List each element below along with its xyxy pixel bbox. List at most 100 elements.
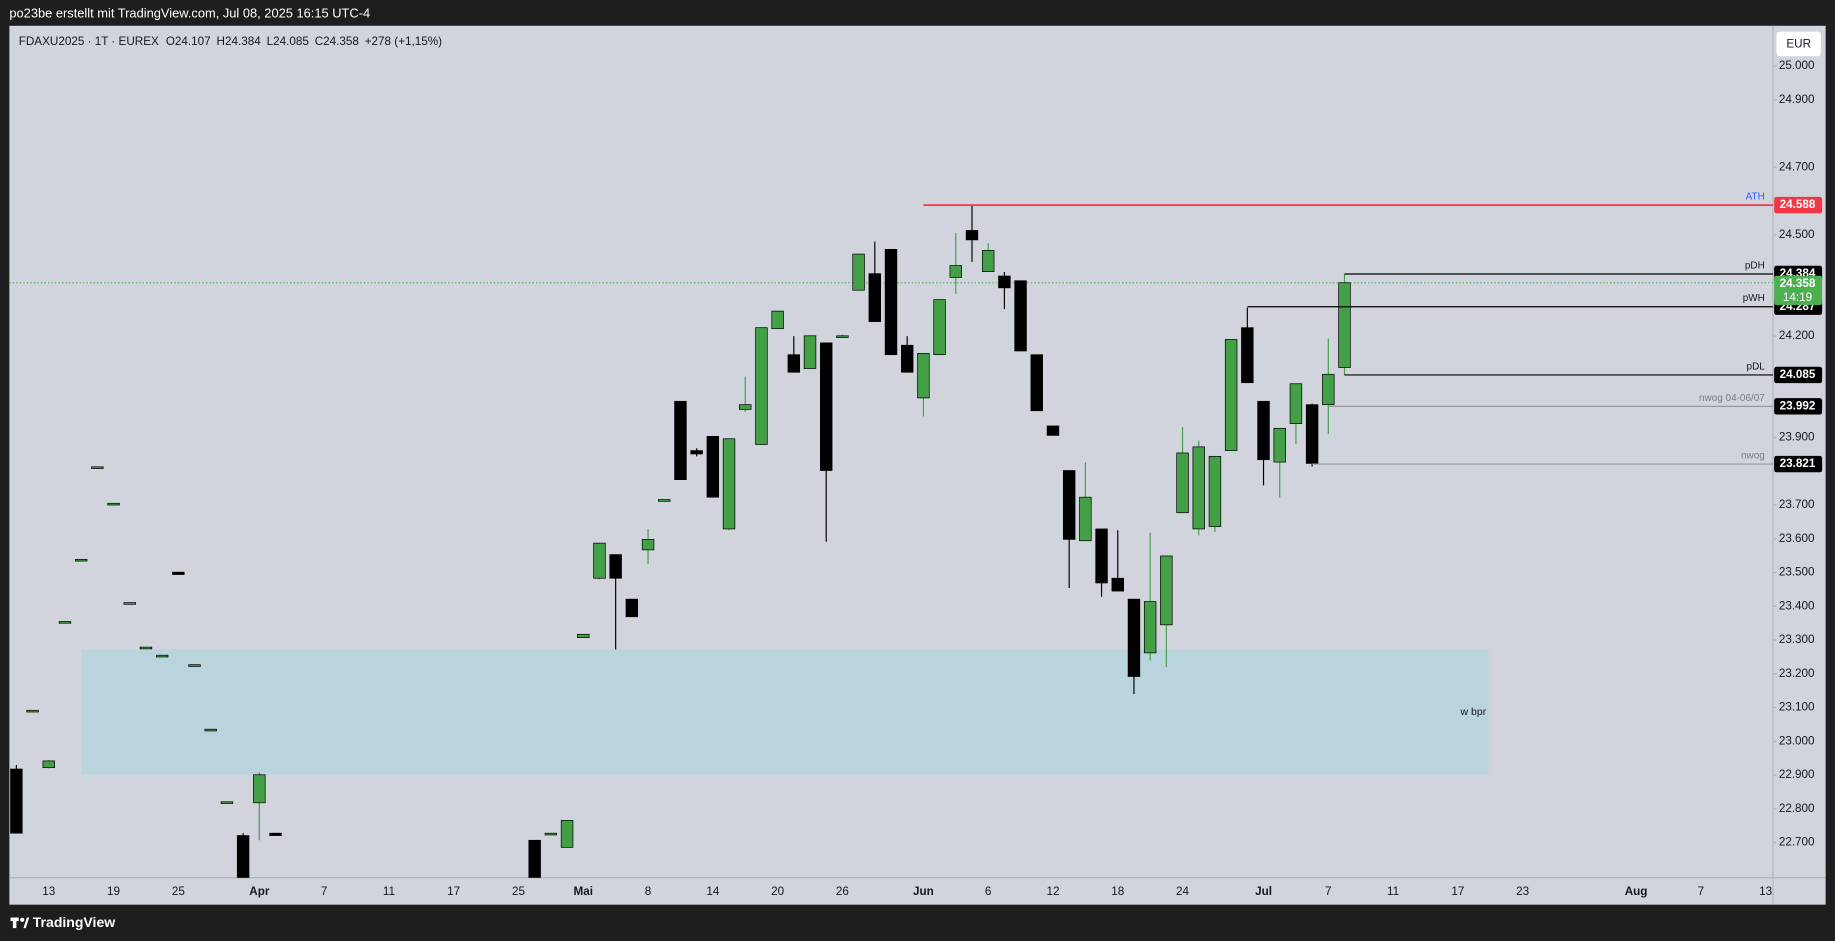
x-tick-label: 17 [1451,885,1464,898]
candle-body [868,273,882,322]
candle-body [91,466,104,469]
x-tick-label: Jun [913,885,934,898]
candle-body [172,571,185,575]
candle-body [641,539,655,551]
level-name: ATH [1746,192,1765,203]
x-tick-label: 17 [447,885,460,898]
candle-body [42,760,55,769]
candle-body [1111,577,1124,592]
candle-body [1046,425,1060,436]
candle-body [884,248,898,356]
candle-body [609,554,622,579]
candle-body [1257,400,1270,461]
x-tick-label: 25 [172,885,186,898]
level-name: pDL [1747,361,1766,372]
candle-body [1079,496,1092,542]
candle-body [917,352,930,399]
candle-body [787,354,801,373]
candle-body [1208,455,1222,527]
level-name: pDH [1745,260,1765,271]
header-title: po23be erstellt mit TradingView.com, Jul… [9,5,370,20]
level-tag-label: 24.588 [1780,198,1816,211]
x-tick-label: 7 [321,885,328,898]
y-tick-label: 23.100 [1779,701,1815,714]
x-tick-label: 19 [107,885,120,898]
candle-body [706,436,720,498]
x-tick-label: 18 [1111,885,1124,898]
candle-body [269,832,282,836]
candle-body [981,249,995,272]
x-tick-label: 6 [985,885,992,898]
currency-button[interactable] [1776,31,1821,57]
candle-body [1014,280,1027,352]
candle-body [1289,383,1303,424]
candle-body [577,633,590,639]
candle-body [722,438,736,530]
candle-body [674,400,687,480]
x-tick-label: Jul [1255,885,1272,898]
candle-body [1095,528,1108,584]
y-tick-label: 23.500 [1779,566,1815,579]
y-tick-label: 23.300 [1779,633,1815,646]
level-tag-label: 23.992 [1780,399,1816,412]
y-tick-label: 24.200 [1779,329,1815,342]
zone-label: w bpr [1460,706,1487,718]
last-price-tag [1774,275,1823,306]
overlay: 25.000 24.900 24.700 24.500 24.200 23.900 23.7… [42,59,1823,898]
candle-body [1305,404,1319,464]
x-tick-label: 24 [1176,885,1190,898]
y-tick-label: 24.700 [1779,160,1815,173]
x-tick-label: 14 [706,885,720,898]
candle-body [1273,427,1286,463]
candle-body [1030,354,1043,412]
y-tick-label: 23.900 [1779,431,1815,444]
candle-body [1322,373,1335,406]
candle-body [1192,446,1205,530]
quote-low: L24.085 [267,35,310,48]
candle-body [1062,470,1076,540]
candle-body [803,335,817,369]
y-tick-label: 22.900 [1779,768,1815,781]
candle-body [188,664,201,667]
y-tick-label: 23.700 [1779,498,1815,511]
candle-body [528,839,541,878]
quote-close: C24.358 [315,35,359,48]
candle-body [690,450,703,455]
candle-body [933,299,946,356]
candle-body [625,598,639,618]
candle-body [204,728,217,732]
candle-body [253,774,266,804]
candle-body [739,404,752,410]
x-tick-label: 13 [1759,885,1772,898]
candle-body [236,835,250,878]
y-tick-label: 23.200 [1779,667,1815,680]
level-name: nwog [1741,451,1765,462]
x-tick-label: Aug [1625,885,1648,898]
y-tick-label: 22.800 [1779,802,1815,815]
quote-high: H24.384 [217,35,262,48]
x-tick-label: 7 [1325,885,1332,898]
candle-body [139,646,153,650]
candle-body [107,502,120,506]
candle-body [593,542,606,579]
quote-change: +278 (+1,15%) [365,35,442,48]
y-tick-label: 22.700 [1779,836,1815,849]
y-tick-label: 24.500 [1779,228,1815,241]
x-tick-label: 7 [1698,885,1705,898]
plot: w bpr [9,204,1773,878]
currency[interactable]: EUR [1786,38,1811,51]
y-tick-label: 23.000 [1779,734,1815,747]
candle-body [900,344,914,373]
x-tick-label: 20 [771,885,785,898]
x-tick-label: 13 [42,885,55,898]
candle-body [220,801,234,804]
candle-body [123,602,136,605]
candle-body [1338,282,1351,368]
candle-body [1143,601,1157,654]
x-tick-label: 25 [512,885,526,898]
level-tag [1774,455,1823,473]
candle-body [1224,339,1238,451]
level-tag-label: 23.821 [1780,457,1816,470]
level-tag [1774,196,1823,214]
